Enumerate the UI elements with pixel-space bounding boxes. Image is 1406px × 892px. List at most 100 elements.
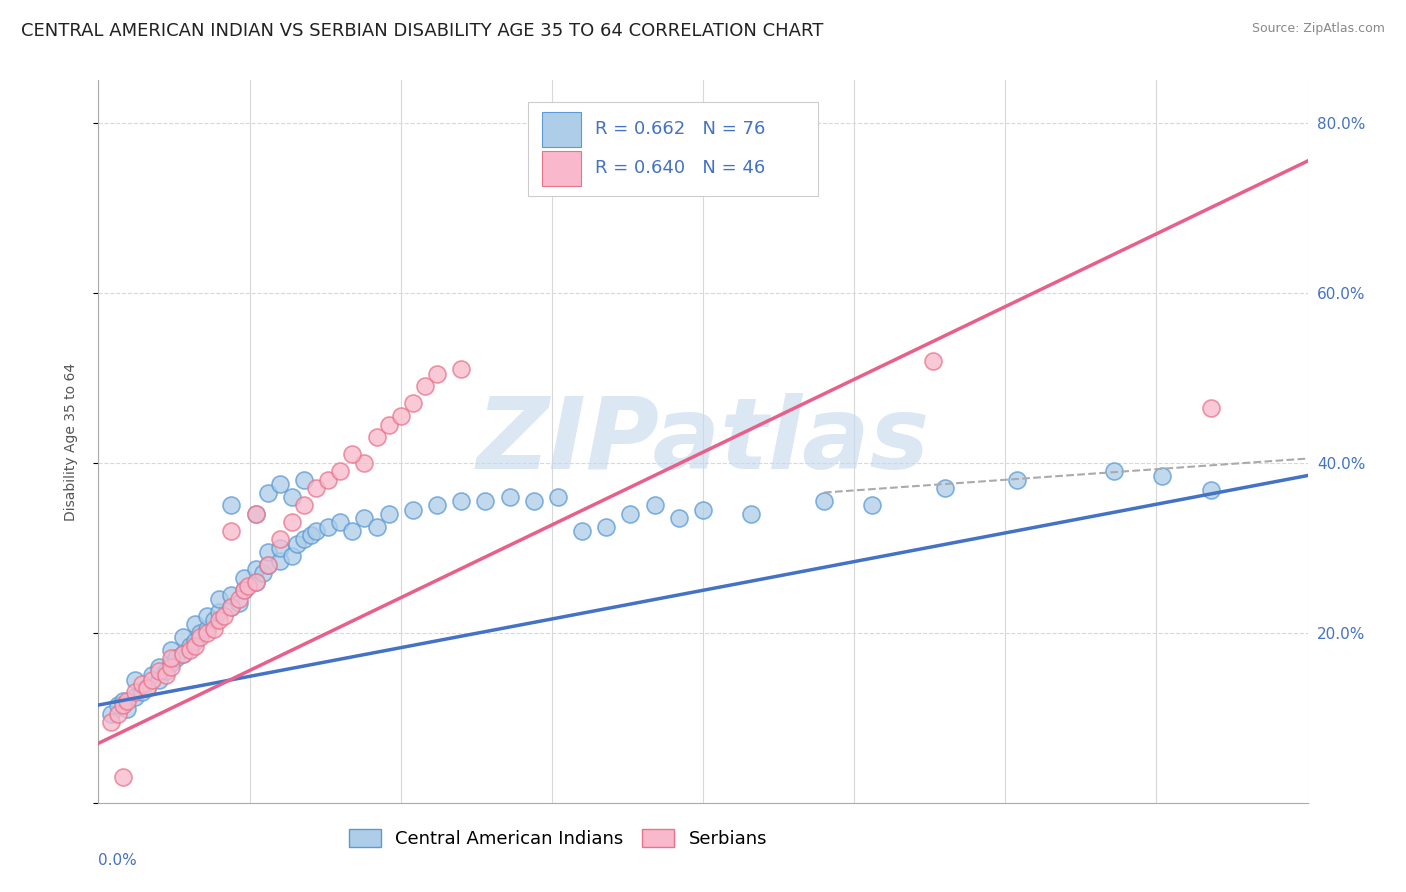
Point: [117, 702, 139, 716]
Point: [124, 673, 146, 687]
Point: [160, 651, 183, 665]
Point: [299, 528, 322, 542]
Point: [195, 608, 218, 623]
Point: [107, 706, 129, 721]
Point: [281, 490, 304, 504]
Point: [292, 498, 315, 512]
Point: [188, 625, 211, 640]
Point: [221, 588, 243, 602]
Point: [245, 574, 267, 589]
Point: [389, 409, 412, 423]
Point: [135, 681, 157, 695]
Point: [204, 622, 226, 636]
Point: [1152, 468, 1174, 483]
Point: [269, 533, 291, 547]
Point: [245, 562, 267, 576]
Point: [305, 481, 328, 495]
Point: [124, 685, 146, 699]
Point: [228, 596, 250, 610]
Point: [228, 591, 250, 606]
Point: [172, 647, 194, 661]
Point: [292, 473, 315, 487]
Point: [160, 656, 183, 670]
Point: [245, 574, 267, 589]
Point: [212, 608, 235, 623]
Point: [195, 625, 218, 640]
Point: [184, 617, 207, 632]
Point: [316, 519, 339, 533]
Point: [221, 600, 243, 615]
Point: [1007, 473, 1029, 487]
Point: [232, 583, 254, 598]
Point: [195, 622, 218, 636]
Point: [204, 613, 226, 627]
Point: [184, 639, 207, 653]
Point: [172, 647, 194, 661]
Point: [256, 545, 278, 559]
Point: [155, 668, 177, 682]
Point: [281, 549, 304, 564]
Point: [221, 498, 243, 512]
Point: [160, 660, 183, 674]
Point: [141, 668, 163, 682]
Point: [148, 664, 170, 678]
Point: [245, 507, 267, 521]
Point: [305, 524, 328, 538]
Point: [426, 498, 449, 512]
Point: [402, 396, 425, 410]
Point: [353, 456, 375, 470]
Point: [547, 490, 569, 504]
Point: [595, 519, 617, 533]
Point: [740, 507, 762, 521]
Text: Source: ZipAtlas.com: Source: ZipAtlas.com: [1251, 22, 1385, 36]
Point: [148, 673, 170, 687]
Point: [160, 642, 183, 657]
Point: [498, 490, 520, 504]
Point: [342, 447, 364, 461]
FancyBboxPatch shape: [543, 151, 581, 186]
Point: [668, 511, 690, 525]
Point: [252, 566, 274, 581]
Point: [184, 634, 207, 648]
Point: [269, 541, 291, 555]
Point: [269, 553, 291, 567]
Point: [450, 362, 472, 376]
Point: [934, 481, 956, 495]
Point: [329, 516, 352, 530]
Point: [100, 706, 122, 721]
Point: [188, 630, 211, 644]
Point: [141, 673, 163, 687]
Legend: Central American Indians, Serbians: Central American Indians, Serbians: [342, 822, 775, 855]
Point: [208, 605, 231, 619]
FancyBboxPatch shape: [527, 102, 818, 196]
Point: [353, 511, 375, 525]
Point: [131, 677, 153, 691]
Point: [232, 570, 254, 584]
Point: [111, 770, 134, 784]
Point: [523, 494, 546, 508]
Point: [1102, 464, 1125, 478]
Point: [342, 524, 364, 538]
Point: [366, 430, 388, 444]
Point: [860, 498, 883, 512]
Point: [329, 464, 352, 478]
Point: [269, 477, 291, 491]
Point: [165, 651, 187, 665]
Text: CENTRAL AMERICAN INDIAN VS SERBIAN DISABILITY AGE 35 TO 64 CORRELATION CHART: CENTRAL AMERICAN INDIAN VS SERBIAN DISAB…: [21, 22, 824, 40]
Point: [256, 485, 278, 500]
Point: [571, 524, 593, 538]
Point: [245, 507, 267, 521]
Point: [644, 498, 666, 512]
Point: [921, 353, 943, 368]
Point: [221, 600, 243, 615]
Y-axis label: Disability Age 35 to 64: Disability Age 35 to 64: [63, 362, 77, 521]
Point: [238, 579, 260, 593]
FancyBboxPatch shape: [543, 112, 581, 147]
Point: [377, 417, 399, 432]
Point: [402, 502, 425, 516]
Point: [377, 507, 399, 521]
Point: [232, 583, 254, 598]
Text: R = 0.640   N = 46: R = 0.640 N = 46: [595, 160, 766, 178]
Point: [221, 524, 243, 538]
Point: [292, 533, 315, 547]
